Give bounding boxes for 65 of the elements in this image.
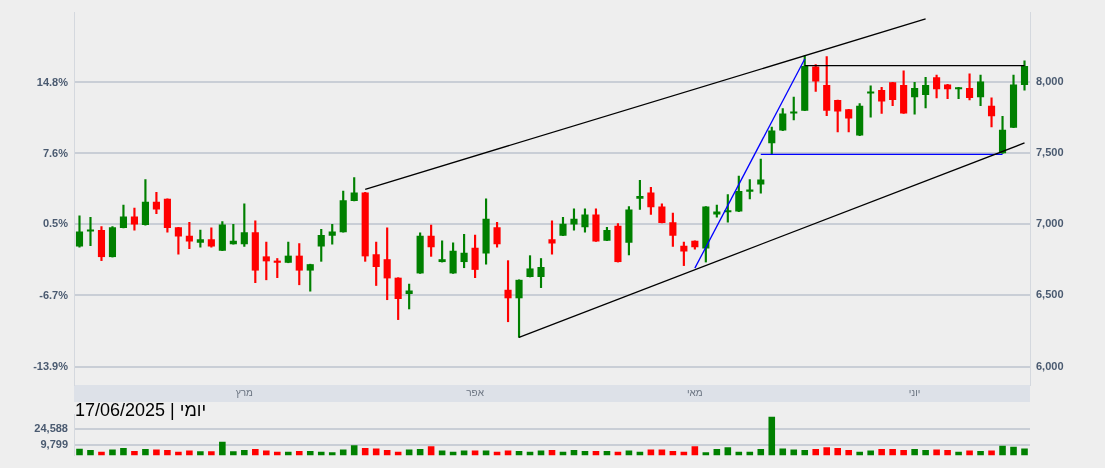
bar <box>230 451 237 456</box>
y-tick-label: 24,588 <box>34 422 68 435</box>
candlestick <box>86 216 95 247</box>
bar <box>153 449 160 456</box>
bar <box>405 449 413 456</box>
bar <box>142 448 149 456</box>
y-tick-label: 7,000 <box>1036 217 1064 230</box>
bar <box>900 450 907 456</box>
bar <box>350 445 358 456</box>
y2-tick-label: -6.7% <box>39 288 69 301</box>
x-tick-label: מאי <box>686 386 703 398</box>
bar <box>999 445 1006 456</box>
candlestick <box>955 86 963 99</box>
bar <box>834 447 841 456</box>
y-tick-label: 7,500 <box>1036 146 1064 159</box>
bar <box>427 446 435 456</box>
bar <box>724 447 732 456</box>
bar <box>823 447 831 456</box>
bar <box>306 450 314 456</box>
y-tick-label: 8,000 <box>1036 75 1064 88</box>
bar <box>779 448 787 456</box>
text: יומי | 17/06/2025 <box>75 400 207 421</box>
y2-tick-label: -13.9% <box>33 359 69 372</box>
x-tick-label: אפר <box>466 386 485 398</box>
bar <box>208 451 215 456</box>
x-tick-label: מרץ <box>235 386 254 398</box>
bar <box>933 449 940 456</box>
bar <box>1021 448 1028 456</box>
bar <box>944 450 951 456</box>
bar <box>878 448 885 456</box>
bar <box>845 450 852 456</box>
y-tick-label: 6,500 <box>1036 288 1064 301</box>
bar <box>339 449 347 456</box>
bar <box>647 449 655 456</box>
bar <box>790 449 798 456</box>
bar <box>911 448 918 456</box>
y-tick-label: 6,000 <box>1036 359 1064 372</box>
bar <box>131 451 138 456</box>
bar <box>658 449 666 456</box>
bar <box>252 448 259 456</box>
bar <box>757 448 765 456</box>
y2-tick-label: 14.8% <box>36 75 69 88</box>
bar <box>109 449 116 456</box>
y2-tick-label: 0.5% <box>42 217 69 230</box>
bar <box>812 448 820 456</box>
bar <box>295 451 303 456</box>
bar <box>922 450 929 456</box>
bar <box>801 450 809 456</box>
bar <box>1010 446 1017 456</box>
y-tick-label: 9,799 <box>40 437 68 450</box>
bar <box>219 441 226 456</box>
bar <box>241 450 248 456</box>
bar <box>120 447 127 456</box>
bar <box>372 448 380 456</box>
bar <box>87 450 94 456</box>
bar <box>328 452 336 456</box>
x-tick-label: יוני <box>908 386 921 398</box>
bar <box>164 450 171 456</box>
bar <box>977 451 984 456</box>
bar <box>889 448 896 456</box>
bar <box>691 446 699 456</box>
bar <box>76 448 83 456</box>
bar <box>768 416 776 456</box>
y2-tick-label: 7.6% <box>42 147 69 160</box>
bar <box>197 451 204 456</box>
